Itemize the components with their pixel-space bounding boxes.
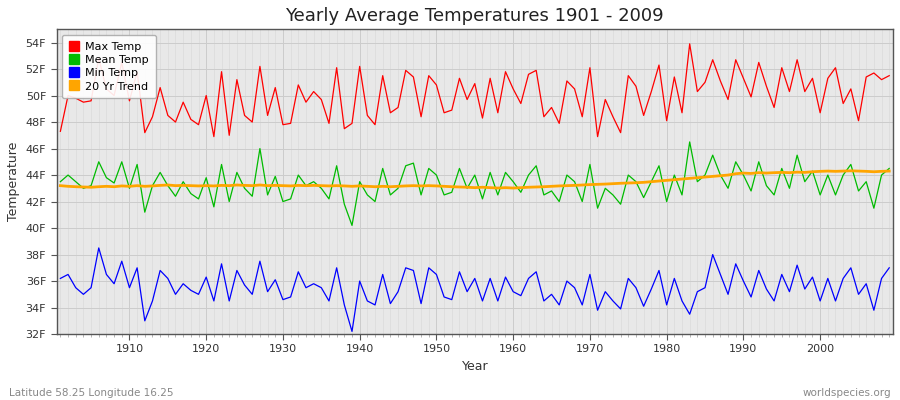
Text: Latitude 58.25 Longitude 16.25: Latitude 58.25 Longitude 16.25 — [9, 388, 174, 398]
Text: worldspecies.org: worldspecies.org — [803, 388, 891, 398]
Title: Yearly Average Temperatures 1901 - 2009: Yearly Average Temperatures 1901 - 2009 — [285, 7, 664, 25]
Legend: Max Temp, Mean Temp, Min Temp, 20 Yr Trend: Max Temp, Mean Temp, Min Temp, 20 Yr Tre… — [62, 35, 156, 98]
Y-axis label: Temperature: Temperature — [7, 142, 20, 221]
X-axis label: Year: Year — [462, 360, 488, 373]
